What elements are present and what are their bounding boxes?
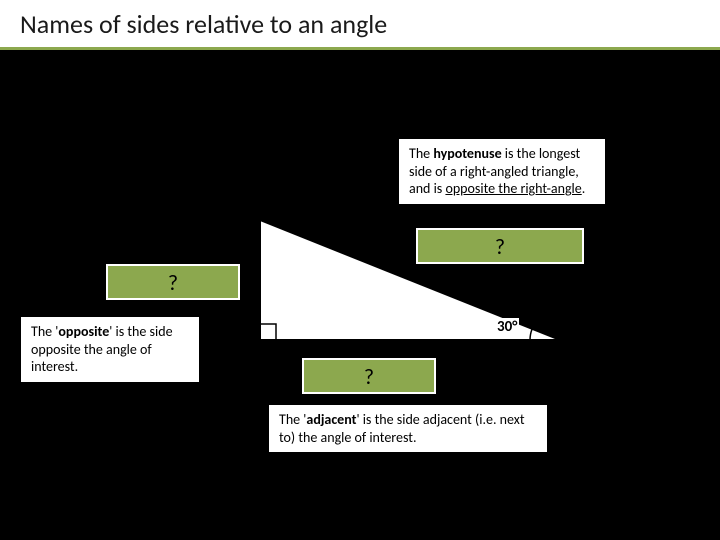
page-title: Names of sides relative to an angle: [20, 8, 387, 40]
title-bar: Names of sides relative to an angle: [0, 0, 720, 50]
label-adjacent-box: ?: [302, 358, 436, 394]
angle-label: 30°: [495, 318, 519, 336]
callout-hypotenuse: The hypotenuse is the longest side of a …: [398, 138, 606, 205]
label-adjacent-text: ?: [364, 363, 374, 390]
label-hypotenuse-box: ?: [416, 228, 584, 264]
diagram-area: The hypotenuse is the longest side of a …: [0, 50, 720, 540]
label-hypotenuse-text: ?: [495, 233, 505, 260]
callout-adjacent: The 'adjacent' is the side adjacent (i.e…: [268, 404, 548, 453]
label-opposite-box: ?: [106, 264, 240, 300]
label-opposite-text: ?: [168, 269, 178, 296]
callout-opposite: The 'opposite' is the side opposite the …: [20, 316, 200, 383]
